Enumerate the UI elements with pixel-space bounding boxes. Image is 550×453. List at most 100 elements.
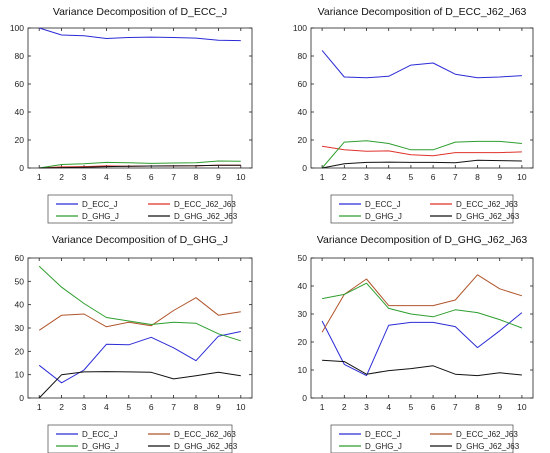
plot-frame [27, 27, 253, 169]
x-tick-label: 3 [364, 402, 369, 412]
x-tick-label: 6 [149, 172, 154, 182]
series-line-d-ecc-j [38, 331, 241, 384]
y-tick-label: 60 [15, 253, 25, 263]
x-tick-label: 6 [431, 402, 436, 412]
series-line-d-ecc-j62-j63 [321, 274, 523, 333]
y-tick-label: 10 [15, 370, 25, 380]
x-tick-label: 10 [236, 402, 246, 412]
y-tick-label: 100 [10, 23, 24, 33]
x-tick-label: 2 [342, 402, 347, 412]
x-tick-label: 7 [171, 402, 176, 412]
legend-label: D_ECC_J [82, 200, 118, 209]
y-tick-label: 20 [298, 135, 308, 145]
x-tick-label: 9 [216, 402, 221, 412]
x-tick-label: 8 [194, 402, 199, 412]
legend-box [330, 194, 514, 224]
y-tick-label: 50 [15, 276, 25, 286]
series-line-d-ghg-j [321, 140, 522, 169]
legend-label: D_GHG_J62_J63 [174, 442, 238, 451]
y-tick-label: 40 [298, 281, 308, 291]
x-tick-label: 10 [517, 402, 527, 412]
y-tick-label: 0 [19, 163, 24, 173]
chart-title: Variance Decomposition of D_GHG_J62_J63 [317, 234, 528, 246]
legend-box [47, 424, 233, 453]
x-tick-label: 9 [497, 402, 502, 412]
chart-panel-4: Variance Decomposition of D_GHG_J62_J63 0… [298, 234, 534, 453]
chart-panel-2: Variance Decomposition of D_ECC_J62_J63 0… [293, 6, 534, 224]
legend-box [330, 424, 514, 453]
y-tick-label: 0 [302, 393, 307, 403]
y-tick-label: 60 [298, 79, 308, 89]
x-tick-label: 10 [517, 172, 527, 182]
x-tick-label: 7 [453, 402, 458, 412]
y-tick-label: 20 [15, 135, 25, 145]
y-tick-label: 100 [293, 23, 307, 33]
legend-label: D_GHG_J [82, 212, 119, 221]
x-tick-label: 10 [236, 172, 246, 182]
x-tick-label: 4 [386, 172, 391, 182]
legend-label: D_GHG_J [365, 212, 402, 221]
x-tick-label: 4 [104, 402, 109, 412]
legend-label: D_GHG_J [82, 442, 119, 451]
legend-label: D_ECC_J [365, 200, 401, 209]
plot-frame [310, 257, 534, 399]
x-tick-label: 1 [37, 172, 42, 182]
y-tick-label: 40 [298, 107, 308, 117]
x-tick-label: 4 [386, 402, 391, 412]
legend-box [47, 194, 233, 224]
series-line-d-ghg-j [322, 282, 523, 329]
x-tick-label: 1 [320, 402, 325, 412]
chart-panel-3: Variance Decomposition of D_GHG_J 0 10 20 30… [15, 234, 253, 453]
x-tick-label: 2 [342, 172, 347, 182]
series-line-d-ecc-j [39, 27, 241, 42]
y-tick-label: 80 [15, 51, 25, 61]
series-line-d-ghg-j [38, 265, 241, 342]
x-tick-label: 5 [409, 402, 414, 412]
series-line-d-ecc-j [321, 312, 523, 377]
legend-label: D_GHG_J62_J63 [174, 212, 238, 221]
x-tick-label: 7 [453, 172, 458, 182]
series-line-d-ecc-j62-j63 [38, 297, 241, 331]
x-tick-label: 8 [475, 402, 480, 412]
series-line-d-ghg-j [39, 160, 241, 169]
x-tick-label: 1 [320, 172, 325, 182]
legend-label: D_ECC_J62_J63 [174, 430, 236, 439]
legend-label: D_ECC_J62_J63 [456, 200, 518, 209]
series-line-d-ghg-j62-j63 [322, 159, 522, 169]
y-tick-label: 80 [298, 51, 308, 61]
series-line-d-ghg-j62-j63 [38, 371, 241, 399]
chart-title: Variance Decomposition of D_ECC_J [53, 6, 227, 18]
legend-label: D_ECC_J62_J63 [456, 430, 518, 439]
x-tick-label: 1 [37, 402, 42, 412]
x-tick-label: 8 [475, 172, 480, 182]
y-tick-label: 0 [302, 163, 307, 173]
x-tick-label: 8 [194, 172, 199, 182]
legend-label: D_ECC_J62_J63 [174, 200, 236, 209]
x-tick-label: 3 [364, 172, 369, 182]
x-tick-label: 6 [149, 402, 154, 412]
series-line-d-ecc-j62-j63 [322, 145, 522, 157]
x-tick-label: 4 [104, 172, 109, 182]
y-tick-label: 20 [15, 346, 25, 356]
y-tick-label: 10 [298, 365, 308, 375]
y-tick-label: 50 [298, 253, 308, 263]
x-tick-label: 7 [171, 172, 176, 182]
x-tick-label: 3 [82, 172, 87, 182]
series-line-d-ghg-j62-j63 [322, 359, 522, 377]
chart-panel-1: Variance Decomposition of D_ECC_J 0 20 40 60… [10, 6, 253, 224]
y-tick-label: 0 [19, 393, 24, 403]
x-tick-label: 2 [59, 402, 64, 412]
x-tick-label: 2 [59, 172, 64, 182]
legend-label: D_GHG_J [365, 442, 402, 451]
x-tick-label: 3 [82, 402, 87, 412]
x-tick-label: 6 [431, 172, 436, 182]
plot-frame [27, 257, 253, 399]
series-line-d-ecc-j [321, 50, 522, 79]
x-tick-label: 9 [216, 172, 221, 182]
y-tick-label: 40 [15, 300, 25, 310]
series-line-d-ghg-j62-j63 [39, 164, 241, 169]
x-tick-label: 5 [126, 172, 131, 182]
y-tick-label: 60 [15, 79, 25, 89]
x-tick-label: 5 [126, 402, 131, 412]
